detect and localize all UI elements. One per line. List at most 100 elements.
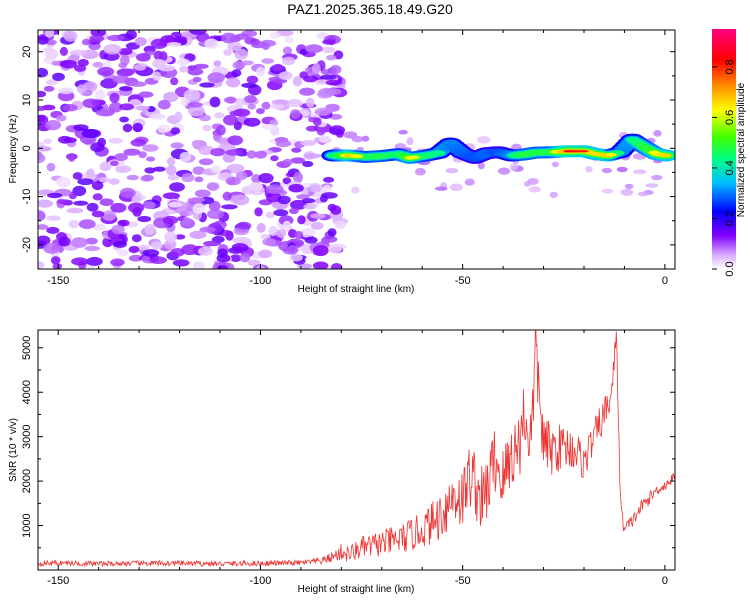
heatmap-cell	[85, 237, 98, 245]
y-tick-label: -20	[21, 237, 33, 253]
heatmap-cell	[321, 192, 338, 199]
heatmap-ticks	[38, 30, 675, 270]
heatmap-cell	[229, 254, 242, 262]
heatmap-cell	[304, 44, 323, 54]
heatmap-cell	[58, 236, 71, 247]
heatmap-cell	[258, 249, 273, 259]
heatmap-cell	[119, 219, 130, 227]
heatmap-cell	[136, 244, 150, 251]
heatmap-cell	[144, 224, 156, 235]
heatmap-cell	[291, 147, 302, 153]
heatmap-cell	[300, 140, 317, 146]
heatmap-cell	[116, 249, 129, 257]
heatmap-cell	[255, 66, 266, 77]
heatmap-cell	[117, 48, 133, 56]
y-tick-label: 10	[21, 94, 33, 106]
heatmap-cell	[601, 167, 613, 174]
heatmap-cell	[243, 117, 261, 127]
colorbar-tick-label: 0.8	[724, 59, 736, 74]
heatmap-cell	[43, 85, 55, 92]
heatmap-cell	[509, 163, 518, 171]
heatmap-cell	[63, 137, 77, 143]
heatmap-cell	[209, 96, 221, 108]
y-tick-label: 5000	[21, 336, 33, 360]
heatmap-cell	[210, 148, 226, 157]
heatmap-cell	[95, 109, 114, 117]
heatmap-frame	[37, 29, 676, 270]
heatmap-cell	[214, 112, 225, 119]
colorbar-tick-label: 0.6	[724, 110, 736, 125]
heatmap-cell	[210, 165, 222, 174]
heatmap-cell	[528, 186, 541, 193]
heatmap-cell	[225, 149, 244, 156]
heatmap-cell	[193, 261, 205, 269]
heatmap-cell	[167, 174, 180, 181]
heatmap-cell	[69, 49, 87, 56]
heatmap-cell	[52, 263, 63, 269]
snr-background	[38, 330, 675, 570]
heatmap-cell	[74, 64, 87, 72]
heatmap-cell	[144, 167, 156, 174]
heatmap-cell	[138, 151, 147, 159]
heatmap-cell	[170, 248, 185, 257]
heatmap-cell	[46, 215, 61, 221]
heatmap-cell	[107, 34, 125, 42]
heatmap-cell	[293, 172, 303, 183]
heatmap-cell	[163, 91, 179, 103]
heatmap-cell	[43, 47, 54, 53]
heatmap-cell	[179, 66, 189, 73]
colorbar-ticks: 0.0 0.2 0.4 0.6 0.8	[712, 59, 736, 277]
heatmap-x-tick-labels: -150 -100 -50 0	[47, 275, 668, 287]
heatmap-cell	[38, 199, 53, 208]
heatmap-x-axis-label: Height of straight line (km)	[298, 284, 415, 295]
heatmap-cell	[327, 228, 337, 237]
heatmap-cell	[246, 150, 257, 159]
heatmap-cell	[222, 191, 232, 201]
heatmap-cell	[108, 102, 123, 113]
heatmap-cell	[216, 254, 231, 263]
heatmap-cell	[312, 261, 329, 269]
heatmap-cell	[119, 103, 134, 111]
x-tick-label: 0	[662, 575, 668, 587]
heatmap-cell	[651, 174, 663, 181]
heatmap-cell	[146, 156, 156, 162]
heatmap-cell	[311, 63, 321, 74]
heatmap-cell	[290, 157, 306, 164]
ridge-cell	[605, 152, 617, 157]
heatmap-cell	[164, 239, 177, 250]
heatmap-cell	[38, 235, 51, 246]
heatmap-cell	[549, 191, 558, 199]
heatmap-cell	[94, 89, 106, 100]
heatmap-cell	[191, 140, 202, 147]
heatmap-cell	[38, 146, 52, 152]
heatmap-cell	[208, 200, 221, 212]
heatmap-cell	[110, 258, 125, 267]
heatmap-cell	[206, 182, 220, 191]
heatmap-cell	[203, 240, 222, 247]
heatmap-cell	[304, 236, 318, 244]
heatmap-cell	[119, 187, 136, 199]
heatmap-cell	[38, 114, 49, 125]
colorbar-tick-label: 0.0	[724, 261, 736, 276]
heatmap-cell	[157, 99, 171, 110]
heatmap-cell	[170, 127, 181, 135]
heatmap-cell	[109, 92, 120, 103]
heatmap-cell	[221, 204, 238, 210]
heatmap-cell	[330, 263, 343, 269]
heatmap-cell	[131, 196, 142, 203]
heatmap-cell	[552, 161, 559, 168]
heatmap-cell	[221, 32, 237, 44]
heatmap-cell	[91, 210, 105, 218]
heatmap-cell	[261, 101, 271, 110]
heatmap-cell	[223, 49, 232, 56]
heatmap-cell	[118, 62, 128, 69]
heatmap-cell	[38, 105, 48, 112]
heatmap-cell	[312, 117, 322, 126]
heatmap-cell	[108, 137, 124, 144]
snr-x-axis-label: Height of straight line (km)	[298, 584, 415, 595]
heatmap-cell	[225, 176, 241, 186]
heatmap-cell	[265, 211, 275, 219]
heatmap-cell	[170, 142, 184, 149]
heatmap-cell	[43, 138, 52, 144]
heatmap-cell	[166, 42, 182, 48]
